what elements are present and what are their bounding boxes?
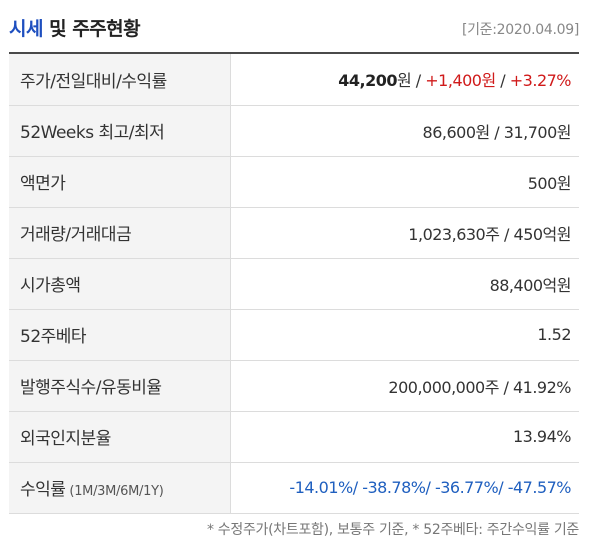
table-row: 액면가 500원 — [9, 156, 579, 207]
table-row: 수익률 (1M/3M/6M/1Y) -14.01%/ -38.78%/ -36.7… — [9, 462, 579, 513]
row-label: 시가총액 — [9, 258, 231, 309]
separator: / — [425, 478, 435, 497]
return-1y: -47.57% — [507, 478, 572, 497]
row-value: 1,023,630주 / 450억원 — [408, 224, 571, 244]
row-label: 52Weeks 최고/최저 — [9, 105, 231, 156]
separator: / — [495, 71, 510, 91]
return-1m: -14.01% — [289, 478, 353, 497]
row-value: 88,400억원 — [489, 275, 572, 295]
return-periods: (1M/3M/6M/1Y) — [69, 484, 164, 499]
table-row: 52Weeks 최고/최저 86,600원 / 31,700원 — [9, 105, 579, 156]
row-label: 주가/전일대비/수익률 — [9, 54, 231, 105]
row-label: 액면가 — [9, 156, 231, 207]
table-row: 발행주식수/유동비율 200,000,000주 / 41.92% — [9, 360, 579, 411]
table-row: 52주베타 1.52 — [9, 309, 579, 360]
stock-info-table: 주가/전일대비/수익률 44,200원 / +1,400원 / +3.27% 5… — [9, 54, 579, 514]
row-value: 44,200원 / +1,400원 / +3.27% — [231, 54, 580, 105]
row-label: 거래량/거래대금 — [9, 207, 231, 258]
price-change: +1,400원 — [425, 71, 496, 91]
section-header: 시세 및 주주현황 [기준:2020.04.09] — [0, 0, 594, 48]
baseline-date: [기준:2020.04.09] — [461, 22, 579, 38]
title-accent: 시세 — [9, 18, 43, 40]
row-label: 외국인지분율 — [9, 411, 231, 462]
return-6m: -36.77% — [434, 478, 499, 497]
row-value: 200,000,000주 / 41.92% — [388, 377, 571, 397]
row-value: 500원 — [527, 173, 572, 193]
top-divider — [9, 52, 579, 54]
row-label: 발행주식수/유동비율 — [9, 360, 231, 411]
footnote: * 수정주가(차트포함), 보통주 기준, * 52주베타: 주간수익률 기준 — [206, 522, 579, 538]
table-row: 거래량/거래대금 1,023,630주 / 450억원 — [9, 207, 579, 258]
table-row: 주가/전일대비/수익률 44,200원 / +1,400원 / +3.27% — [9, 54, 579, 105]
row-value: 86,600원 / 31,700원 — [422, 122, 572, 142]
row-value: -14.01%/ -38.78%/ -36.77%/ -47.57% — [231, 462, 580, 513]
table-row: 외국인지분율 13.94% — [9, 411, 579, 462]
separator: / — [498, 478, 508, 497]
row-label: 수익률 (1M/3M/6M/1Y) — [9, 462, 231, 513]
price-unit: 원 — [396, 71, 412, 91]
return-label: 수익률 — [20, 480, 66, 500]
change-rate: +3.27% — [509, 71, 572, 91]
row-value: 13.94% — [512, 427, 572, 446]
title-rest: 및 주주현황 — [49, 18, 141, 40]
current-price: 44,200 — [338, 71, 397, 91]
table-row: 시가총액 88,400억원 — [9, 258, 579, 309]
return-3m: -38.78% — [362, 478, 426, 497]
section-title: 시세 및 주주현황 — [9, 14, 141, 41]
separator: / — [352, 478, 363, 497]
row-value: 1.52 — [537, 325, 571, 344]
row-label: 52주베타 — [9, 309, 231, 360]
separator: / — [411, 71, 426, 91]
